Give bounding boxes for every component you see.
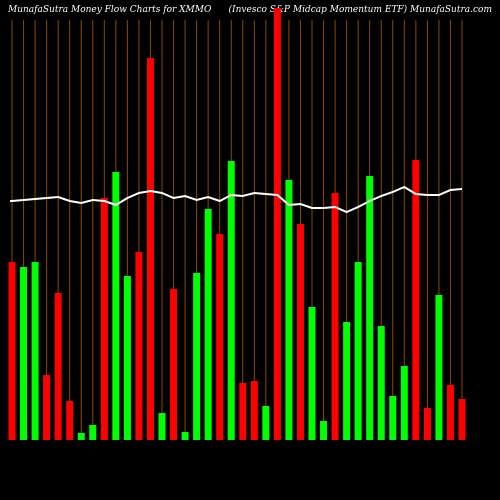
bar xyxy=(204,209,212,440)
price-line xyxy=(10,185,463,214)
bar xyxy=(20,267,28,440)
bar xyxy=(66,401,74,440)
bar xyxy=(8,262,16,440)
bar xyxy=(423,408,431,440)
bar xyxy=(354,262,362,440)
bar xyxy=(389,396,397,440)
bar xyxy=(135,252,143,440)
bar xyxy=(123,276,131,440)
bar xyxy=(54,293,62,440)
bar xyxy=(273,8,281,440)
bar xyxy=(77,433,85,440)
bar xyxy=(193,273,201,440)
bar xyxy=(158,413,166,440)
bar xyxy=(146,58,154,440)
bar xyxy=(366,176,374,440)
bar xyxy=(296,224,304,440)
bar xyxy=(285,180,293,440)
bar xyxy=(331,193,339,440)
bar xyxy=(377,326,385,440)
bar xyxy=(216,234,224,440)
bar xyxy=(446,385,454,440)
bar xyxy=(112,172,120,440)
chart-subtitle: (Invesco S&P Midcap Momentum ETF) Munafa… xyxy=(229,4,492,15)
bar xyxy=(458,399,466,440)
bar xyxy=(43,375,51,440)
bar xyxy=(262,406,270,440)
bar xyxy=(89,425,97,440)
bar xyxy=(239,383,247,440)
bar xyxy=(435,295,443,440)
bar xyxy=(308,307,316,440)
bar xyxy=(227,161,235,440)
bar xyxy=(320,421,328,440)
bar xyxy=(343,322,351,440)
bar xyxy=(100,198,108,440)
bar xyxy=(181,432,189,440)
bar xyxy=(400,366,408,440)
bar xyxy=(250,381,258,440)
chart-title: MunafaSutra Money Flow Charts for XMMO xyxy=(7,5,212,15)
bar xyxy=(412,160,420,440)
bar xyxy=(31,262,39,440)
bar xyxy=(170,289,178,440)
